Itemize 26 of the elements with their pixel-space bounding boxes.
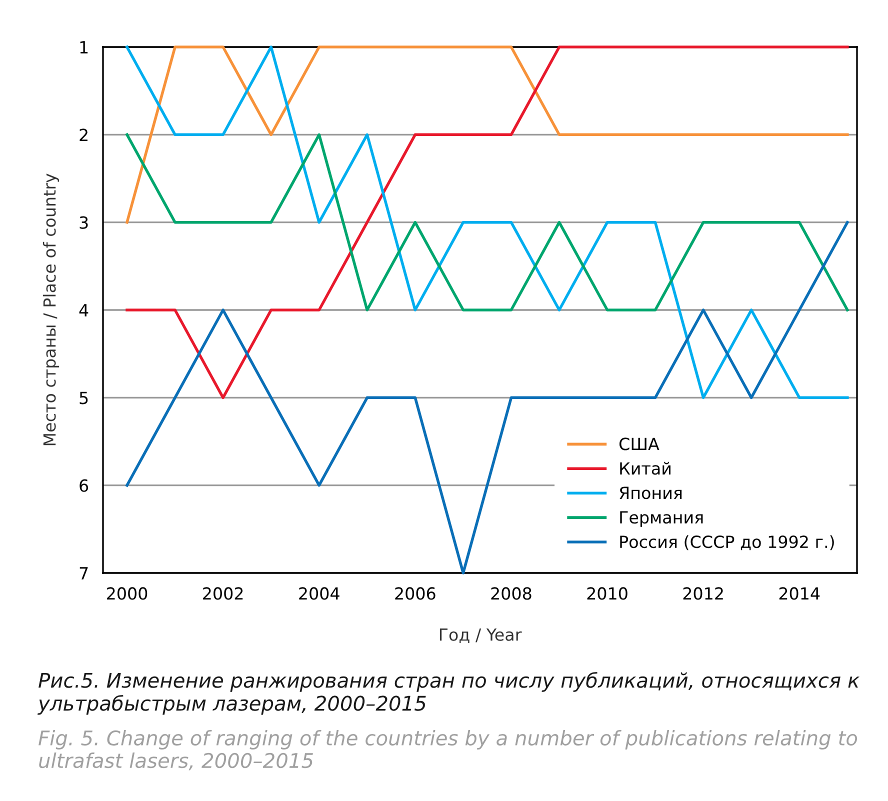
y-tick-label: 5 — [80, 392, 88, 404]
legend-label: Япония — [620, 486, 682, 500]
line-series — [126, 46, 849, 400]
y-tick-label: 3 — [80, 216, 88, 229]
text: Рис.5. Изменение ранжирования стран по числу публикаций, относящихся к ультрабыстрым лазерам, 2000–2015 — [38, 672, 860, 715]
y-tick-label: 6 — [80, 479, 88, 492]
x-tick-label: 2004 — [299, 587, 340, 600]
x-tick-label: 2002 — [203, 587, 243, 600]
y-tick-label: 7 — [80, 567, 88, 580]
legend-label: США — [619, 438, 660, 450]
x-tick-label: 2006 — [395, 587, 436, 600]
x-tick-label: 2008 — [491, 587, 532, 600]
y-axis-title: Место страны / Place of country — [42, 174, 60, 446]
text: Fig. 5. Change of ranging of the countries by a number of publications relating to ultrafast lasers, 2000–2015 — [38, 730, 858, 770]
y-tick-label: 1 — [80, 41, 88, 54]
x-tick-label: 2014 — [779, 587, 820, 600]
line-series — [126, 220, 849, 574]
legend-label: Китай — [620, 462, 670, 475]
y-tick-label: 2 — [80, 128, 88, 141]
x-tick-label: 2012 — [683, 587, 723, 600]
legend-label: Германия — [620, 511, 703, 527]
legend-label: Россия (СССР до 1992 г.) — [620, 535, 834, 550]
y-tick-label: 4 — [79, 304, 88, 316]
x-tick-label: 2000 — [107, 587, 148, 600]
x-tick-label: 2010 — [587, 587, 628, 600]
x-axis-title: Год / Year — [440, 628, 522, 643]
